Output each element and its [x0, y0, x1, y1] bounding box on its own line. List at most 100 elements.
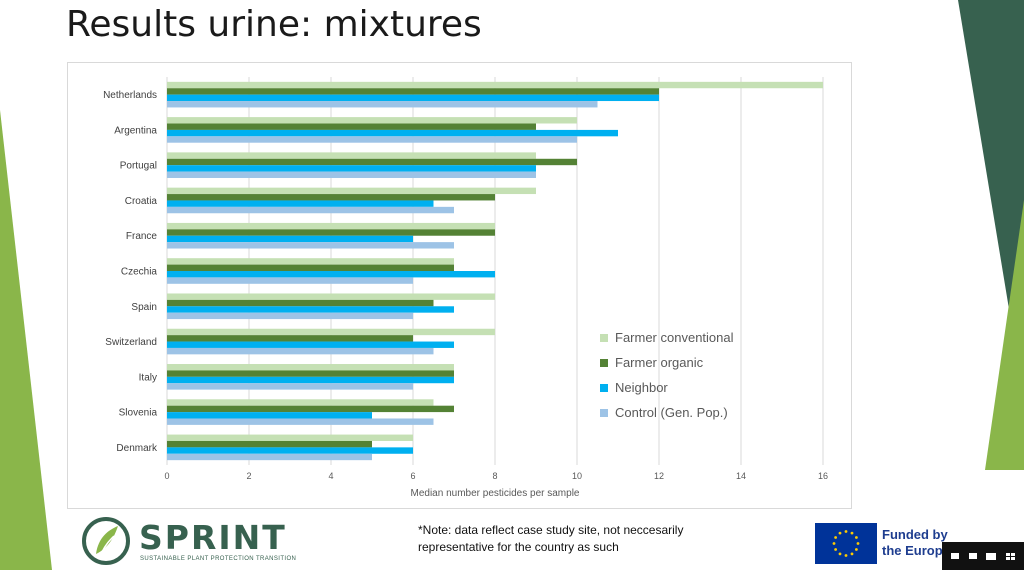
- bar: [167, 242, 454, 249]
- bar: [167, 347, 434, 355]
- legend-swatch: [600, 359, 608, 367]
- legend-swatch: [600, 409, 608, 417]
- x-tick-label: 16: [818, 471, 828, 481]
- eu-star-icon: [844, 554, 848, 557]
- bar: [167, 364, 454, 371]
- bar: [167, 293, 495, 300]
- eu-star-icon: [838, 552, 842, 556]
- category-label: Denmark: [116, 443, 158, 454]
- category-label: Argentina: [114, 125, 157, 136]
- minimize-icon[interactable]: [950, 553, 959, 559]
- bar: [167, 158, 577, 166]
- eu-star-icon: [844, 530, 848, 533]
- sprint-wordmark: SPRINT: [139, 518, 287, 557]
- eu-stars: [832, 530, 860, 557]
- bar: [167, 271, 495, 278]
- bar: [167, 341, 454, 348]
- sprint-logo: SPRINT SUSTAINABLE PLANT PROTECTION TRAN…: [82, 516, 302, 566]
- bar: [167, 129, 618, 137]
- bar: [167, 171, 536, 178]
- bar: [167, 94, 659, 102]
- eu-star-icon: [854, 548, 858, 551]
- chart-frame: 0 2 4 6 8 10 12 14 16 Netherlands Argentina Portuga…: [67, 62, 852, 509]
- category-label: Switzerland: [105, 337, 157, 348]
- left-green-stripe: [0, 110, 52, 570]
- x-axis-title: Median number pesticides per sample: [411, 488, 580, 499]
- bar: [167, 383, 413, 390]
- eu-star-icon: [854, 536, 858, 539]
- bar: [167, 277, 413, 284]
- eu-line-1: Funded by: [882, 527, 948, 542]
- bar: [167, 136, 577, 143]
- bar: [167, 165, 536, 172]
- eu-star-icon: [850, 531, 854, 535]
- bar: [167, 123, 536, 130]
- x-tick-label: 8: [492, 471, 497, 481]
- eu-star-icon: [834, 548, 838, 551]
- bar: [167, 258, 454, 265]
- eu-star-icon: [856, 542, 860, 545]
- x-tick-label: 14: [736, 471, 746, 481]
- category-label: Italy: [139, 372, 157, 383]
- bar: [167, 434, 413, 441]
- category-label: Spain: [131, 302, 157, 313]
- bar: [167, 370, 454, 377]
- right-teal-stripe: [958, 0, 1024, 400]
- legend-label: Farmer organic: [615, 355, 704, 370]
- eu-flag-icon: [815, 523, 877, 564]
- x-tick-label: 4: [328, 471, 333, 481]
- legend-swatch: [600, 384, 608, 392]
- bar: [167, 200, 434, 207]
- eu-star-icon: [850, 552, 854, 556]
- x-tick-label: 6: [410, 471, 415, 481]
- bar: [167, 447, 413, 454]
- eu-star-icon: [838, 531, 842, 535]
- category-label: Czechia: [121, 267, 158, 278]
- bar: [167, 335, 413, 342]
- bar: [167, 306, 454, 313]
- eu-star-icon: [834, 536, 838, 539]
- note-line-1: *Note: data reflect case study site, not…: [418, 523, 684, 537]
- bar: [167, 453, 372, 461]
- x-tick-label: 2: [246, 471, 251, 481]
- x-tick-label: 10: [572, 471, 582, 481]
- bar: [167, 312, 413, 320]
- bar: [167, 405, 454, 413]
- bar: [167, 399, 434, 406]
- restore-icon[interactable]: [968, 553, 977, 559]
- screen-icon[interactable]: [986, 552, 997, 560]
- legend-label: Control (Gen. Pop.): [615, 405, 728, 420]
- bar: [167, 206, 454, 214]
- eu-star-icon: [832, 542, 836, 545]
- slide-title: Results urine: mixtures: [66, 4, 482, 45]
- footer-note: *Note: data reflect case study site, not…: [418, 522, 738, 556]
- bar: [167, 81, 823, 89]
- x-tick-label: 12: [654, 471, 664, 481]
- bar: [167, 328, 495, 336]
- sprint-logo-icon: [82, 517, 130, 565]
- bar: [167, 88, 659, 95]
- right-green-stripe: [985, 200, 1024, 470]
- note-line-2: representative for the country as such: [418, 540, 619, 554]
- bar: [167, 152, 536, 159]
- legend-label: Neighbor: [615, 380, 668, 395]
- bar: [167, 235, 413, 243]
- category-label: France: [126, 231, 158, 242]
- bar: [167, 229, 495, 236]
- eu-funding-text: Funded by the Europ: [882, 527, 948, 559]
- eu-line-2: the Europ: [882, 543, 943, 558]
- sprint-tagline: SUSTAINABLE PLANT PROTECTION TRANSITION: [140, 556, 297, 562]
- bar: [167, 412, 372, 419]
- bar: [167, 376, 454, 384]
- bar: [167, 299, 434, 307]
- grid-view-icon[interactable]: [1006, 552, 1016, 560]
- player-toolbar[interactable]: [942, 542, 1024, 570]
- category-label: Netherlands: [103, 90, 157, 101]
- x-tick-label: 0: [164, 471, 169, 481]
- legend-swatch: [600, 334, 608, 342]
- category-label: Croatia: [125, 196, 158, 207]
- bar: [167, 117, 577, 124]
- bar: [167, 101, 598, 108]
- bar: [167, 264, 454, 271]
